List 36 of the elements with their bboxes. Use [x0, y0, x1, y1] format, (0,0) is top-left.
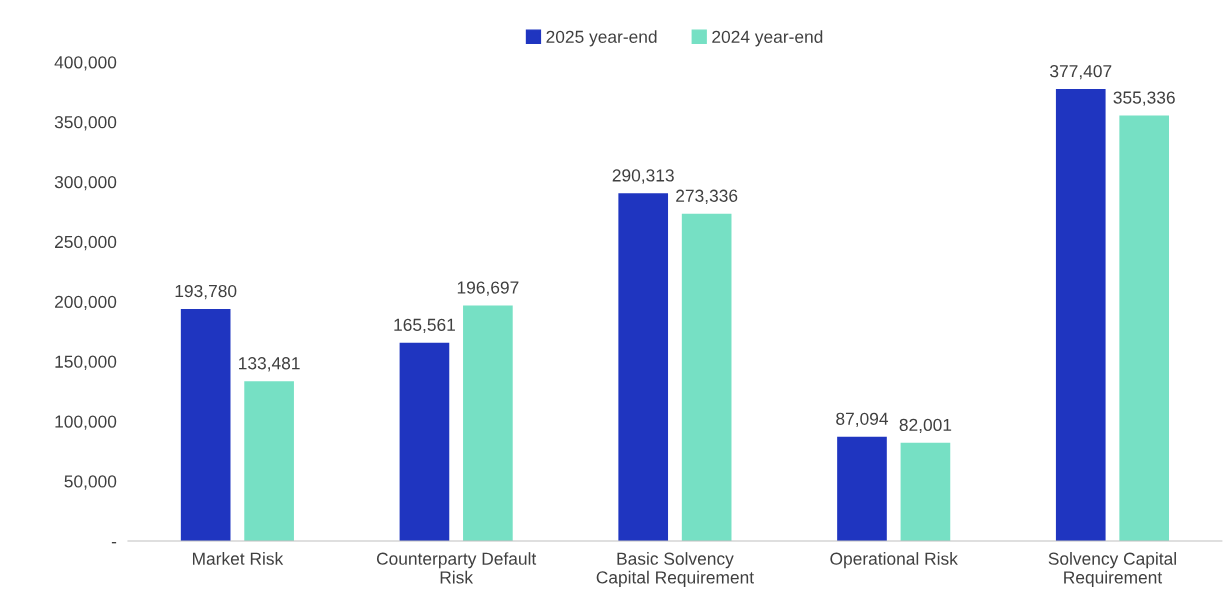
bar	[1119, 115, 1170, 541]
bar	[244, 381, 294, 541]
data-label: 273,336	[676, 189, 738, 204]
bar	[681, 213, 732, 541]
y-tick-label: 300,000	[54, 175, 117, 191]
data-label: 133,481	[239, 357, 300, 372]
y-tick-label: 250,000	[55, 235, 117, 251]
data-label: 193,780	[175, 284, 237, 300]
bar	[618, 193, 669, 541]
y-tick-label: 150,000	[55, 355, 117, 370]
x-tick-label: Basic Solvency Capital Requirement	[596, 552, 754, 587]
bar	[180, 308, 231, 541]
y-tick-label: -	[111, 542, 117, 544]
data-label: 196,697	[457, 281, 519, 296]
data-label: 87,094	[836, 412, 889, 427]
bar	[837, 436, 887, 541]
data-label: 82,001	[899, 418, 952, 434]
bar	[1055, 89, 1106, 541]
y-tick-label: 200,000	[55, 295, 117, 311]
y-tick-label: 100,000	[55, 415, 117, 430]
y-tick-label: 350,000	[54, 116, 117, 131]
data-label: 355,336	[1113, 91, 1175, 106]
bar	[900, 442, 951, 541]
x-tick-label: Solvency Capital Requirement	[1048, 552, 1176, 587]
legend-label: 2025 year-end	[546, 30, 657, 47]
legend-label: 2024 year-end	[712, 30, 823, 47]
y-tick-label: 400,000	[54, 56, 117, 71]
y-tick-label: 50,000	[64, 475, 117, 490]
data-label: 165,561	[394, 318, 455, 334]
data-label: 290,313	[612, 169, 674, 184]
bar	[399, 342, 450, 541]
x-tick-label: Operational Risk	[830, 552, 958, 569]
data-label: 377,407	[1050, 65, 1112, 80]
x-tick-label: Market Risk	[192, 552, 284, 565]
bar	[463, 305, 513, 541]
x-tick-label: Counterparty Default Risk	[376, 552, 537, 584]
